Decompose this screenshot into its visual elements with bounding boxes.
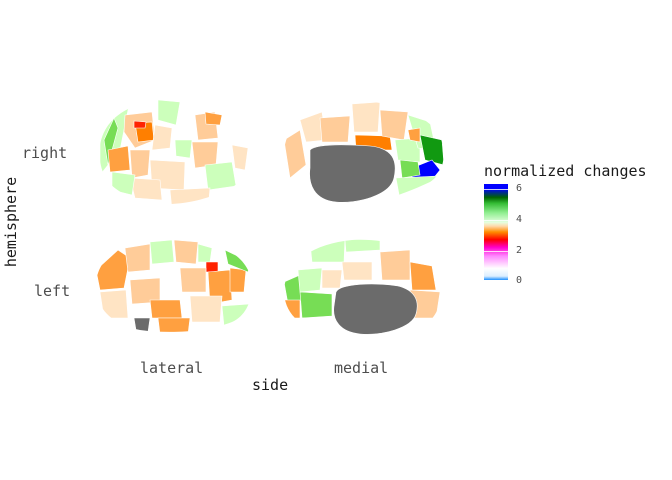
legend-tickmark: [484, 220, 508, 221]
region: [284, 299, 301, 319]
row-label-right: right: [22, 144, 68, 162]
row-label-left: left: [34, 282, 71, 300]
region: [111, 171, 136, 196]
region: [149, 299, 183, 319]
region: [133, 317, 151, 332]
region: [399, 159, 421, 179]
region: [189, 295, 223, 323]
legend-tickmark: [484, 251, 508, 252]
region: [299, 317, 331, 335]
legend-colorbar: [484, 184, 508, 280]
region: [341, 261, 373, 281]
legend-tickmark: [484, 280, 508, 281]
region: [231, 144, 249, 171]
region: [103, 117, 119, 166]
region: [129, 149, 151, 179]
region: [204, 111, 223, 126]
region: [205, 261, 219, 273]
region: [95, 249, 131, 291]
brain-right-lateral: [99, 99, 251, 205]
legend-title: normalized changes: [484, 162, 647, 180]
region: [344, 239, 381, 253]
brain-right-medial: [283, 101, 444, 205]
legend-tick-6: 6: [516, 183, 523, 194]
region: [107, 145, 131, 173]
region: [204, 161, 237, 191]
region: [319, 115, 351, 143]
brain-left-medial: [284, 239, 441, 335]
region: [283, 129, 307, 179]
column-label-medial: medial: [334, 359, 389, 377]
legend-tickmark: [484, 189, 508, 190]
region: [299, 291, 333, 319]
region: [229, 267, 247, 293]
region: [207, 269, 233, 305]
region: [99, 289, 129, 319]
region: [221, 303, 251, 327]
region: [157, 317, 191, 332]
region: [351, 101, 381, 133]
region: [409, 261, 437, 291]
region: [379, 109, 409, 141]
brain-left-lateral: [95, 237, 252, 332]
region: [173, 239, 199, 265]
region: [321, 269, 343, 289]
legend-tick-4: 4: [516, 214, 523, 225]
region: [297, 267, 323, 293]
region: [395, 175, 441, 201]
region: [124, 243, 151, 273]
region: [179, 267, 207, 293]
medial-wall: [309, 144, 396, 203]
region: [151, 124, 173, 151]
region: [419, 134, 444, 166]
medial-wall: [333, 283, 418, 335]
region: [407, 127, 421, 143]
legend-tick-2: 2: [516, 245, 523, 256]
region: [174, 139, 193, 159]
region: [379, 249, 411, 281]
column-label-lateral: lateral: [140, 359, 204, 377]
region: [309, 239, 346, 263]
region: [133, 120, 147, 129]
legend-tick-0: 0: [516, 275, 523, 286]
region: [129, 177, 163, 201]
region: [169, 187, 211, 205]
region: [149, 239, 175, 265]
region: [157, 99, 181, 126]
x-axis-label: side: [252, 376, 289, 394]
